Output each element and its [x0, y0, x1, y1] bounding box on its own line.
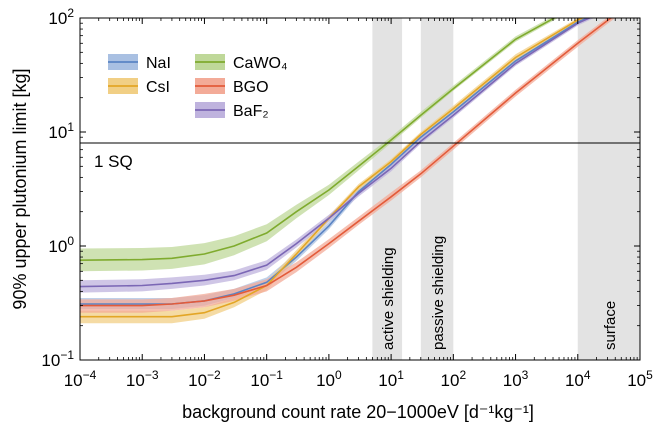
y-axis-label-text: 90% upper plutonium limit [kg] [10, 68, 30, 309]
y-tick-label: 101 [48, 120, 74, 142]
x-tick-exponent: −4 [83, 368, 97, 382]
x-tick-base: 10 [64, 371, 83, 390]
legend-label: CaWO₄ [233, 55, 288, 72]
x-axis-ticks: 10−4 10−3 10−2 10−1 100 101 102 103 104 105 [64, 18, 653, 390]
y-tick-base: 10 [41, 351, 60, 370]
y-tick-label: 102 [48, 6, 74, 28]
x-tick-base: 10 [565, 371, 584, 390]
x-tick-label: 10−2 [188, 368, 221, 390]
y-tick-base: 10 [48, 9, 67, 28]
x-tick-exponent: −1 [269, 368, 283, 382]
x-tick-label: 101 [378, 368, 404, 390]
y-tick-exponent: 1 [67, 120, 74, 134]
x-axis-label: background count rate 20−1000eV [d⁻¹kg⁻¹… [182, 402, 534, 422]
x-tick-label: 104 [565, 368, 591, 390]
x-tick-exponent: 1 [397, 368, 404, 382]
region-label: passive shielding [430, 236, 447, 350]
x-tick-label: 102 [441, 368, 467, 390]
x-tick-label: 10−3 [126, 368, 159, 390]
reference-line: 1 SQ [80, 142, 640, 171]
x-tick-exponent: 2 [459, 368, 466, 382]
x-tick-exponent: 5 [646, 368, 653, 382]
y-tick-exponent: 0 [67, 234, 74, 248]
legend-label: CsI [146, 79, 170, 96]
x-axis-label-text: background count rate 20−1000eV [d⁻¹kg⁻¹… [182, 402, 534, 422]
reference-line-label: 1 SQ [94, 152, 133, 171]
legend-label: BaF₂ [233, 103, 269, 120]
y-tick-label: 100 [48, 234, 74, 256]
plot-frame [79, 17, 641, 361]
x-tick-exponent: 3 [522, 368, 529, 382]
x-tick-base: 10 [250, 371, 269, 390]
y-tick-base: 10 [48, 123, 67, 142]
series-line [80, 18, 556, 261]
x-tick-label: 10−4 [64, 368, 97, 390]
y-tick-exponent: −1 [60, 348, 74, 362]
x-tick-exponent: −3 [145, 368, 159, 382]
y-tick-label: 10−1 [41, 348, 74, 370]
series-line [80, 18, 592, 288]
x-tick-base: 10 [316, 371, 335, 390]
x-tick-base: 10 [503, 371, 522, 390]
legend-label: NaI [146, 55, 171, 72]
x-tick-exponent: −2 [207, 368, 221, 382]
series-line [80, 18, 613, 307]
y-axis-label: 90% upper plutonium limit [kg] [10, 68, 30, 309]
x-tick-label: 105 [627, 368, 653, 390]
region-labels: active shielding passive shielding surface [380, 236, 619, 350]
x-tick-base: 10 [627, 371, 646, 390]
x-tick-base: 10 [378, 371, 397, 390]
x-tick-label: 103 [503, 368, 529, 390]
series-band [80, 18, 559, 272]
region-label: active shielding [380, 247, 397, 350]
uncertainty-bands [80, 18, 616, 324]
region-label: surface [602, 301, 619, 350]
x-tick-label: 100 [316, 368, 342, 390]
x-tick-label: 10−1 [250, 368, 283, 390]
shaded-region [577, 18, 640, 360]
x-tick-base: 10 [126, 371, 145, 390]
x-tick-exponent: 4 [584, 368, 591, 382]
series-lines [80, 18, 613, 318]
y-tick-base: 10 [48, 237, 67, 256]
legend-label: BGO [233, 79, 269, 96]
x-tick-exponent: 0 [335, 368, 342, 382]
y-tick-exponent: 2 [67, 6, 74, 20]
x-tick-base: 10 [188, 371, 207, 390]
legend: NaI CsI CaWO₄ BGO BaF₂ [108, 54, 288, 120]
shaded-regions [372, 18, 640, 360]
x-tick-base: 10 [441, 371, 460, 390]
shaded-region [420, 18, 454, 360]
